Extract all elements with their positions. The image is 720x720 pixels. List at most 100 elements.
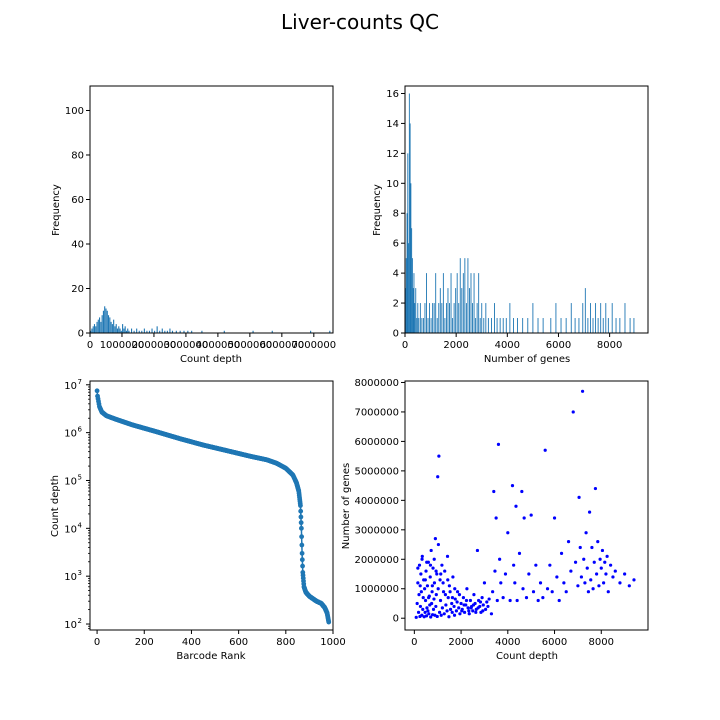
- histogram-bar: [411, 258, 413, 333]
- scatter-point: [593, 486, 598, 491]
- x-tick-label: 1000: [320, 637, 345, 648]
- scatter-point: [627, 584, 631, 588]
- y-tick-label: 2000000: [354, 555, 399, 566]
- y-tick-label: 0: [393, 329, 399, 340]
- scatter-point: [515, 598, 519, 603]
- genes-histogram-y-ticks: 0 2 4 6 8 10 12 14 16: [386, 89, 405, 340]
- panel-depth-vs-genes-scatter: 0 2000 4000 6000 8000 0 1000000 2000000 3000000…: [341, 378, 649, 662]
- histogram-bar: [109, 317, 111, 333]
- genes-histogram-x-label: Number of genes: [484, 354, 570, 365]
- histogram-bar: [481, 303, 483, 333]
- histogram-bar: [438, 303, 440, 333]
- scatter-point: [467, 609, 471, 613]
- scatter-point: [564, 590, 568, 594]
- histogram-bar: [95, 326, 97, 333]
- scatter-point: [555, 575, 559, 579]
- histogram-bar: [405, 258, 407, 333]
- barcode-rank-point: [300, 563, 305, 569]
- histogram-bar: [187, 330, 189, 333]
- y-tick-label: 1000000: [354, 584, 399, 595]
- scatter-point: [527, 572, 531, 576]
- x-tick-label: 0: [87, 340, 93, 351]
- y-tick-label: 5000000: [354, 466, 399, 477]
- x-tick-label: 8000: [597, 340, 622, 351]
- scatter-point: [420, 554, 424, 558]
- scatter-point: [430, 584, 434, 588]
- histogram-bar: [578, 318, 580, 333]
- histogram-bar: [565, 318, 567, 333]
- histogram-bar: [427, 318, 429, 333]
- y-tick-label: 0: [393, 614, 399, 625]
- scatter-point: [606, 590, 610, 594]
- barcode-rank-point: [298, 514, 304, 520]
- scatter-point: [552, 516, 557, 520]
- histogram-bar: [124, 326, 126, 333]
- histogram-bar: [107, 315, 110, 333]
- x-tick-label: 2000: [443, 340, 468, 351]
- histogram-bar: [148, 330, 151, 333]
- scatter-point: [585, 566, 589, 570]
- histogram-bar: [456, 273, 458, 333]
- histogram-bar: [602, 318, 604, 333]
- histogram-bar: [502, 318, 504, 333]
- histogram-bar: [513, 318, 514, 333]
- histogram-bar: [582, 303, 584, 333]
- panel-count-depth-histogram: 0 100000020000003000000400000050000006000…: [51, 85, 337, 365]
- histogram-bar: [592, 318, 594, 333]
- scatter-point: [425, 606, 429, 610]
- histogram-bar: [146, 330, 148, 333]
- y-tick-label: 4: [393, 269, 399, 280]
- scatter-point: [536, 598, 540, 603]
- scatter-point: [426, 609, 430, 613]
- x-tick-label: 4000: [495, 637, 520, 648]
- scatter-point: [583, 581, 587, 585]
- scatter-point: [469, 606, 473, 610]
- y-tick-label: 14: [386, 119, 399, 130]
- scatter-point: [460, 609, 464, 613]
- histogram-bar: [445, 303, 447, 333]
- histogram-bar: [442, 273, 444, 333]
- scatter-point: [432, 581, 437, 585]
- histogram-bar: [91, 328, 93, 333]
- barcode-rank-point: [298, 508, 304, 514]
- genes-histogram-x-ticks: 0 2000 4000 6000 8000: [402, 333, 622, 351]
- scatter-point: [493, 569, 497, 573]
- histogram-bar: [409, 123, 411, 333]
- scatter-point: [578, 545, 582, 550]
- barcode-rank-x-label: Barcode Rank: [176, 651, 245, 662]
- scatter-point: [457, 606, 461, 610]
- scatter-point: [429, 615, 433, 619]
- histogram-bar: [415, 288, 417, 333]
- histogram-bar: [560, 318, 562, 333]
- scatter-point: [550, 590, 554, 594]
- histogram-bar: [191, 330, 193, 333]
- histogram-bar: [110, 321, 112, 333]
- scatter-point: [609, 563, 613, 567]
- scatter-point: [557, 598, 561, 603]
- scatter-point: [529, 513, 533, 517]
- histogram-bar: [537, 318, 539, 333]
- histogram-bar: [496, 318, 498, 333]
- x-tick-label: 3000000: [164, 340, 209, 351]
- scatter-point: [438, 578, 442, 582]
- histogram-bar: [410, 183, 412, 333]
- histogram-bar: [587, 318, 589, 333]
- histogram-bar: [597, 318, 599, 333]
- barcode-rank-point: [326, 619, 332, 625]
- y-tick-label: 16: [386, 89, 399, 100]
- scatter-point: [461, 595, 466, 600]
- y-tick-label: 10: [64, 572, 77, 583]
- x-tick-label: 7000000: [292, 340, 337, 351]
- scatter-point: [467, 612, 471, 616]
- scatter-point: [434, 569, 438, 573]
- scatter-point: [435, 572, 439, 576]
- scatter-point: [474, 610, 478, 614]
- scatter-point: [472, 593, 476, 597]
- histogram-bar: [407, 153, 409, 333]
- histogram-bar: [424, 303, 426, 333]
- scatter-point: [465, 587, 469, 591]
- scatter-point: [485, 600, 489, 604]
- scatter-point: [453, 587, 457, 591]
- scatter-point: [428, 563, 433, 567]
- histogram-bar: [584, 288, 586, 333]
